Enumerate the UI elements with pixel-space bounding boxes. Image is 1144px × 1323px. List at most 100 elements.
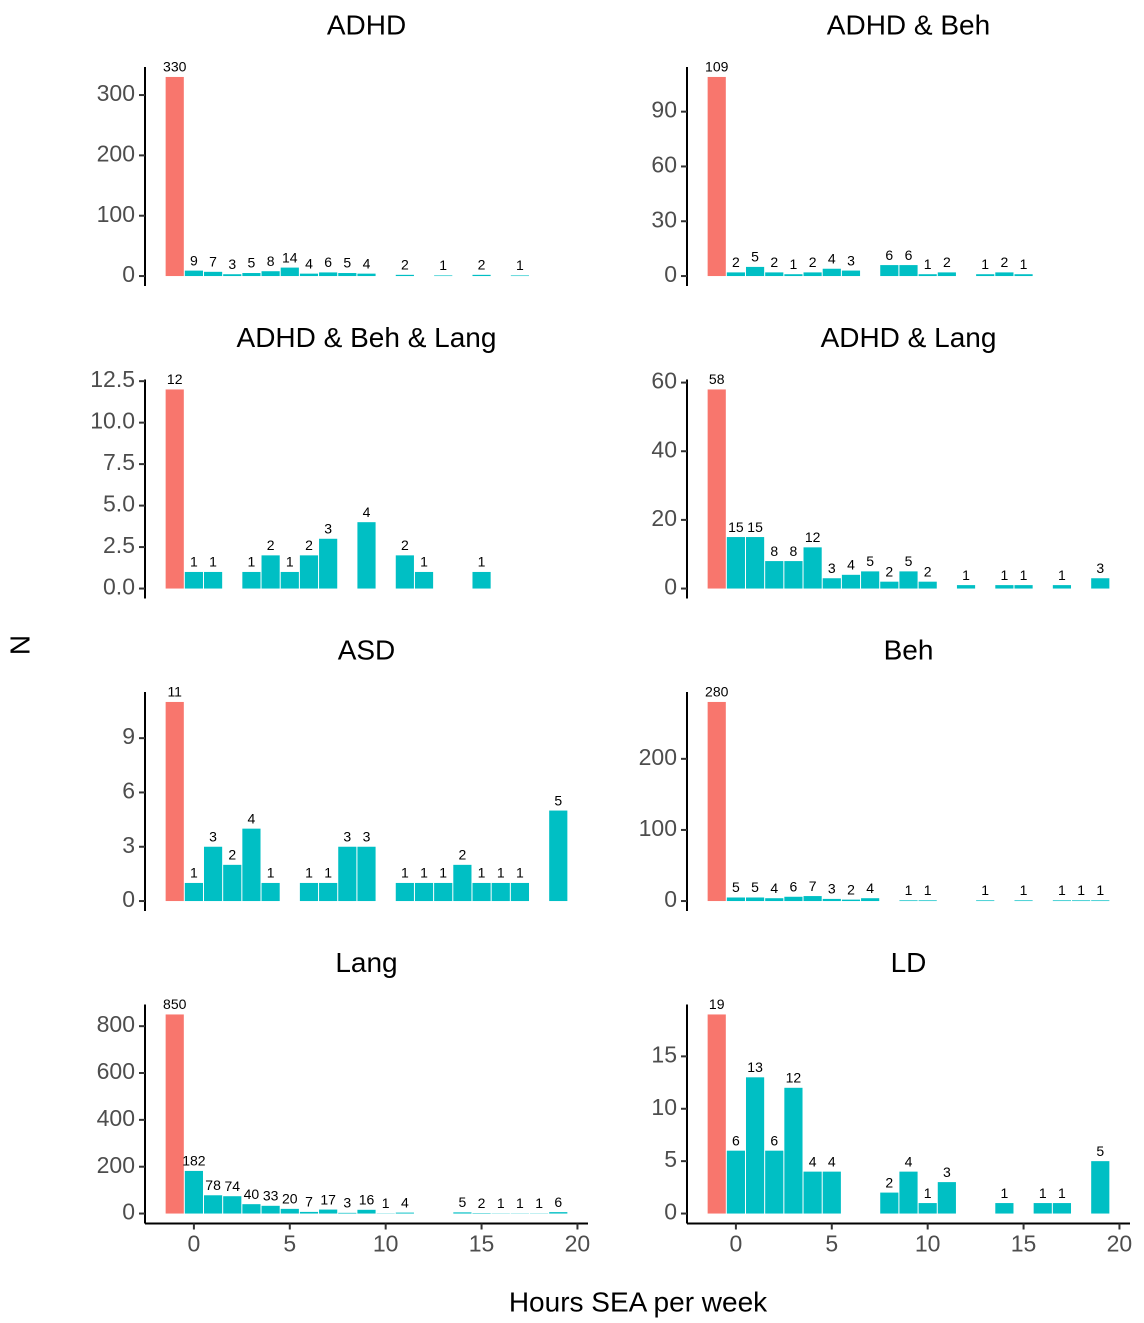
bar bbox=[414, 571, 434, 589]
y-tick-label: 600 bbox=[97, 1058, 135, 1084]
bar bbox=[937, 272, 956, 277]
bar bbox=[803, 547, 822, 589]
value-label: 4 bbox=[305, 255, 313, 271]
bar bbox=[165, 701, 184, 902]
value-label: 6 bbox=[905, 247, 913, 263]
value-label: 3 bbox=[1096, 560, 1104, 576]
y-tick-label: 60 bbox=[651, 152, 677, 178]
facet-title: ADHD & Beh bbox=[827, 9, 990, 40]
y-tick-label: 60 bbox=[651, 368, 677, 394]
value-label: 4 bbox=[905, 1153, 913, 1169]
bar bbox=[319, 1209, 338, 1214]
value-label: 3 bbox=[343, 1195, 351, 1211]
value-label: 1 bbox=[497, 865, 505, 881]
bar bbox=[1014, 900, 1033, 902]
y-tick-label: 100 bbox=[97, 201, 135, 227]
value-label: 2 bbox=[305, 537, 313, 553]
value-label: 2 bbox=[478, 1195, 486, 1211]
value-label: 3 bbox=[343, 828, 351, 844]
value-label: 1 bbox=[516, 1195, 524, 1211]
bar bbox=[1014, 585, 1033, 589]
value-label: 6 bbox=[770, 1132, 778, 1148]
bar bbox=[784, 561, 803, 589]
facet-title: ADHD & Beh & Lang bbox=[237, 322, 497, 353]
bar bbox=[745, 897, 765, 902]
value-label: 13 bbox=[747, 1059, 763, 1075]
bar bbox=[1014, 274, 1033, 277]
value-label: 5 bbox=[905, 553, 913, 569]
value-label: 3 bbox=[209, 828, 217, 844]
value-label: 14 bbox=[282, 249, 298, 265]
bar bbox=[280, 571, 299, 589]
bar bbox=[1091, 900, 1110, 902]
bar bbox=[280, 1208, 299, 1214]
value-label: 4 bbox=[866, 880, 874, 896]
value-label: 5 bbox=[1096, 1143, 1104, 1159]
bar bbox=[803, 1171, 822, 1214]
bar bbox=[338, 846, 357, 902]
x-tick-label: 0 bbox=[188, 1231, 201, 1257]
value-label: 5 bbox=[343, 255, 351, 271]
bar bbox=[1091, 1161, 1110, 1214]
value-label: 19 bbox=[709, 996, 725, 1012]
bar bbox=[299, 882, 319, 902]
value-label: 1 bbox=[1077, 882, 1085, 898]
bar bbox=[803, 272, 822, 277]
value-label: 850 bbox=[163, 996, 187, 1012]
bar bbox=[184, 571, 203, 589]
value-label: 3 bbox=[847, 252, 855, 268]
bar bbox=[918, 1203, 937, 1214]
value-label: 6 bbox=[554, 1194, 562, 1210]
value-label: 4 bbox=[828, 1153, 836, 1169]
value-label: 1 bbox=[439, 257, 447, 273]
bar bbox=[338, 273, 357, 277]
bar bbox=[726, 897, 745, 902]
value-label: 1 bbox=[924, 882, 932, 898]
value-label: 2 bbox=[267, 537, 275, 553]
bar bbox=[726, 537, 745, 589]
value-label: 2 bbox=[1000, 254, 1008, 270]
bar bbox=[395, 555, 414, 589]
value-label: 182 bbox=[182, 1153, 206, 1169]
bar bbox=[472, 274, 491, 277]
value-label: 2 bbox=[885, 563, 893, 579]
value-label: 1 bbox=[1020, 256, 1028, 272]
bar bbox=[549, 810, 568, 902]
value-label: 4 bbox=[248, 810, 256, 826]
y-tick-label: 9 bbox=[122, 723, 135, 749]
value-label: 3 bbox=[828, 560, 836, 576]
bar bbox=[319, 882, 338, 902]
bar bbox=[395, 1212, 414, 1214]
value-label: 74 bbox=[224, 1178, 240, 1194]
value-label: 1 bbox=[924, 256, 932, 272]
bar bbox=[995, 1203, 1014, 1214]
bar bbox=[510, 275, 530, 277]
x-axis-title: Hours SEA per week bbox=[509, 1286, 768, 1317]
value-label: 1 bbox=[1096, 882, 1104, 898]
y-tick-label: 300 bbox=[97, 80, 135, 106]
value-label: 2 bbox=[847, 881, 855, 897]
y-tick-label: 0 bbox=[122, 261, 135, 287]
x-tick-label: 15 bbox=[1011, 1231, 1037, 1257]
value-label: 40 bbox=[244, 1186, 260, 1202]
bar bbox=[203, 1195, 223, 1214]
y-tick-label: 30 bbox=[651, 206, 677, 232]
bar bbox=[707, 389, 726, 589]
value-label: 16 bbox=[359, 1192, 375, 1208]
bar bbox=[242, 571, 261, 589]
bar bbox=[976, 274, 995, 277]
bar bbox=[1091, 578, 1110, 589]
value-label: 1 bbox=[382, 1195, 390, 1211]
value-label: 1 bbox=[1058, 882, 1066, 898]
bar bbox=[549, 1212, 568, 1214]
bar bbox=[937, 1182, 956, 1214]
y-tick-label: 15 bbox=[651, 1041, 677, 1067]
bar bbox=[184, 270, 203, 277]
y-tick-label: 7.5 bbox=[103, 449, 135, 475]
value-label: 5 bbox=[458, 1194, 466, 1210]
bar bbox=[841, 574, 861, 589]
x-tick-label: 10 bbox=[915, 1231, 941, 1257]
bar bbox=[745, 1077, 765, 1214]
value-label: 3 bbox=[228, 256, 236, 272]
value-label: 1 bbox=[1058, 1185, 1066, 1201]
